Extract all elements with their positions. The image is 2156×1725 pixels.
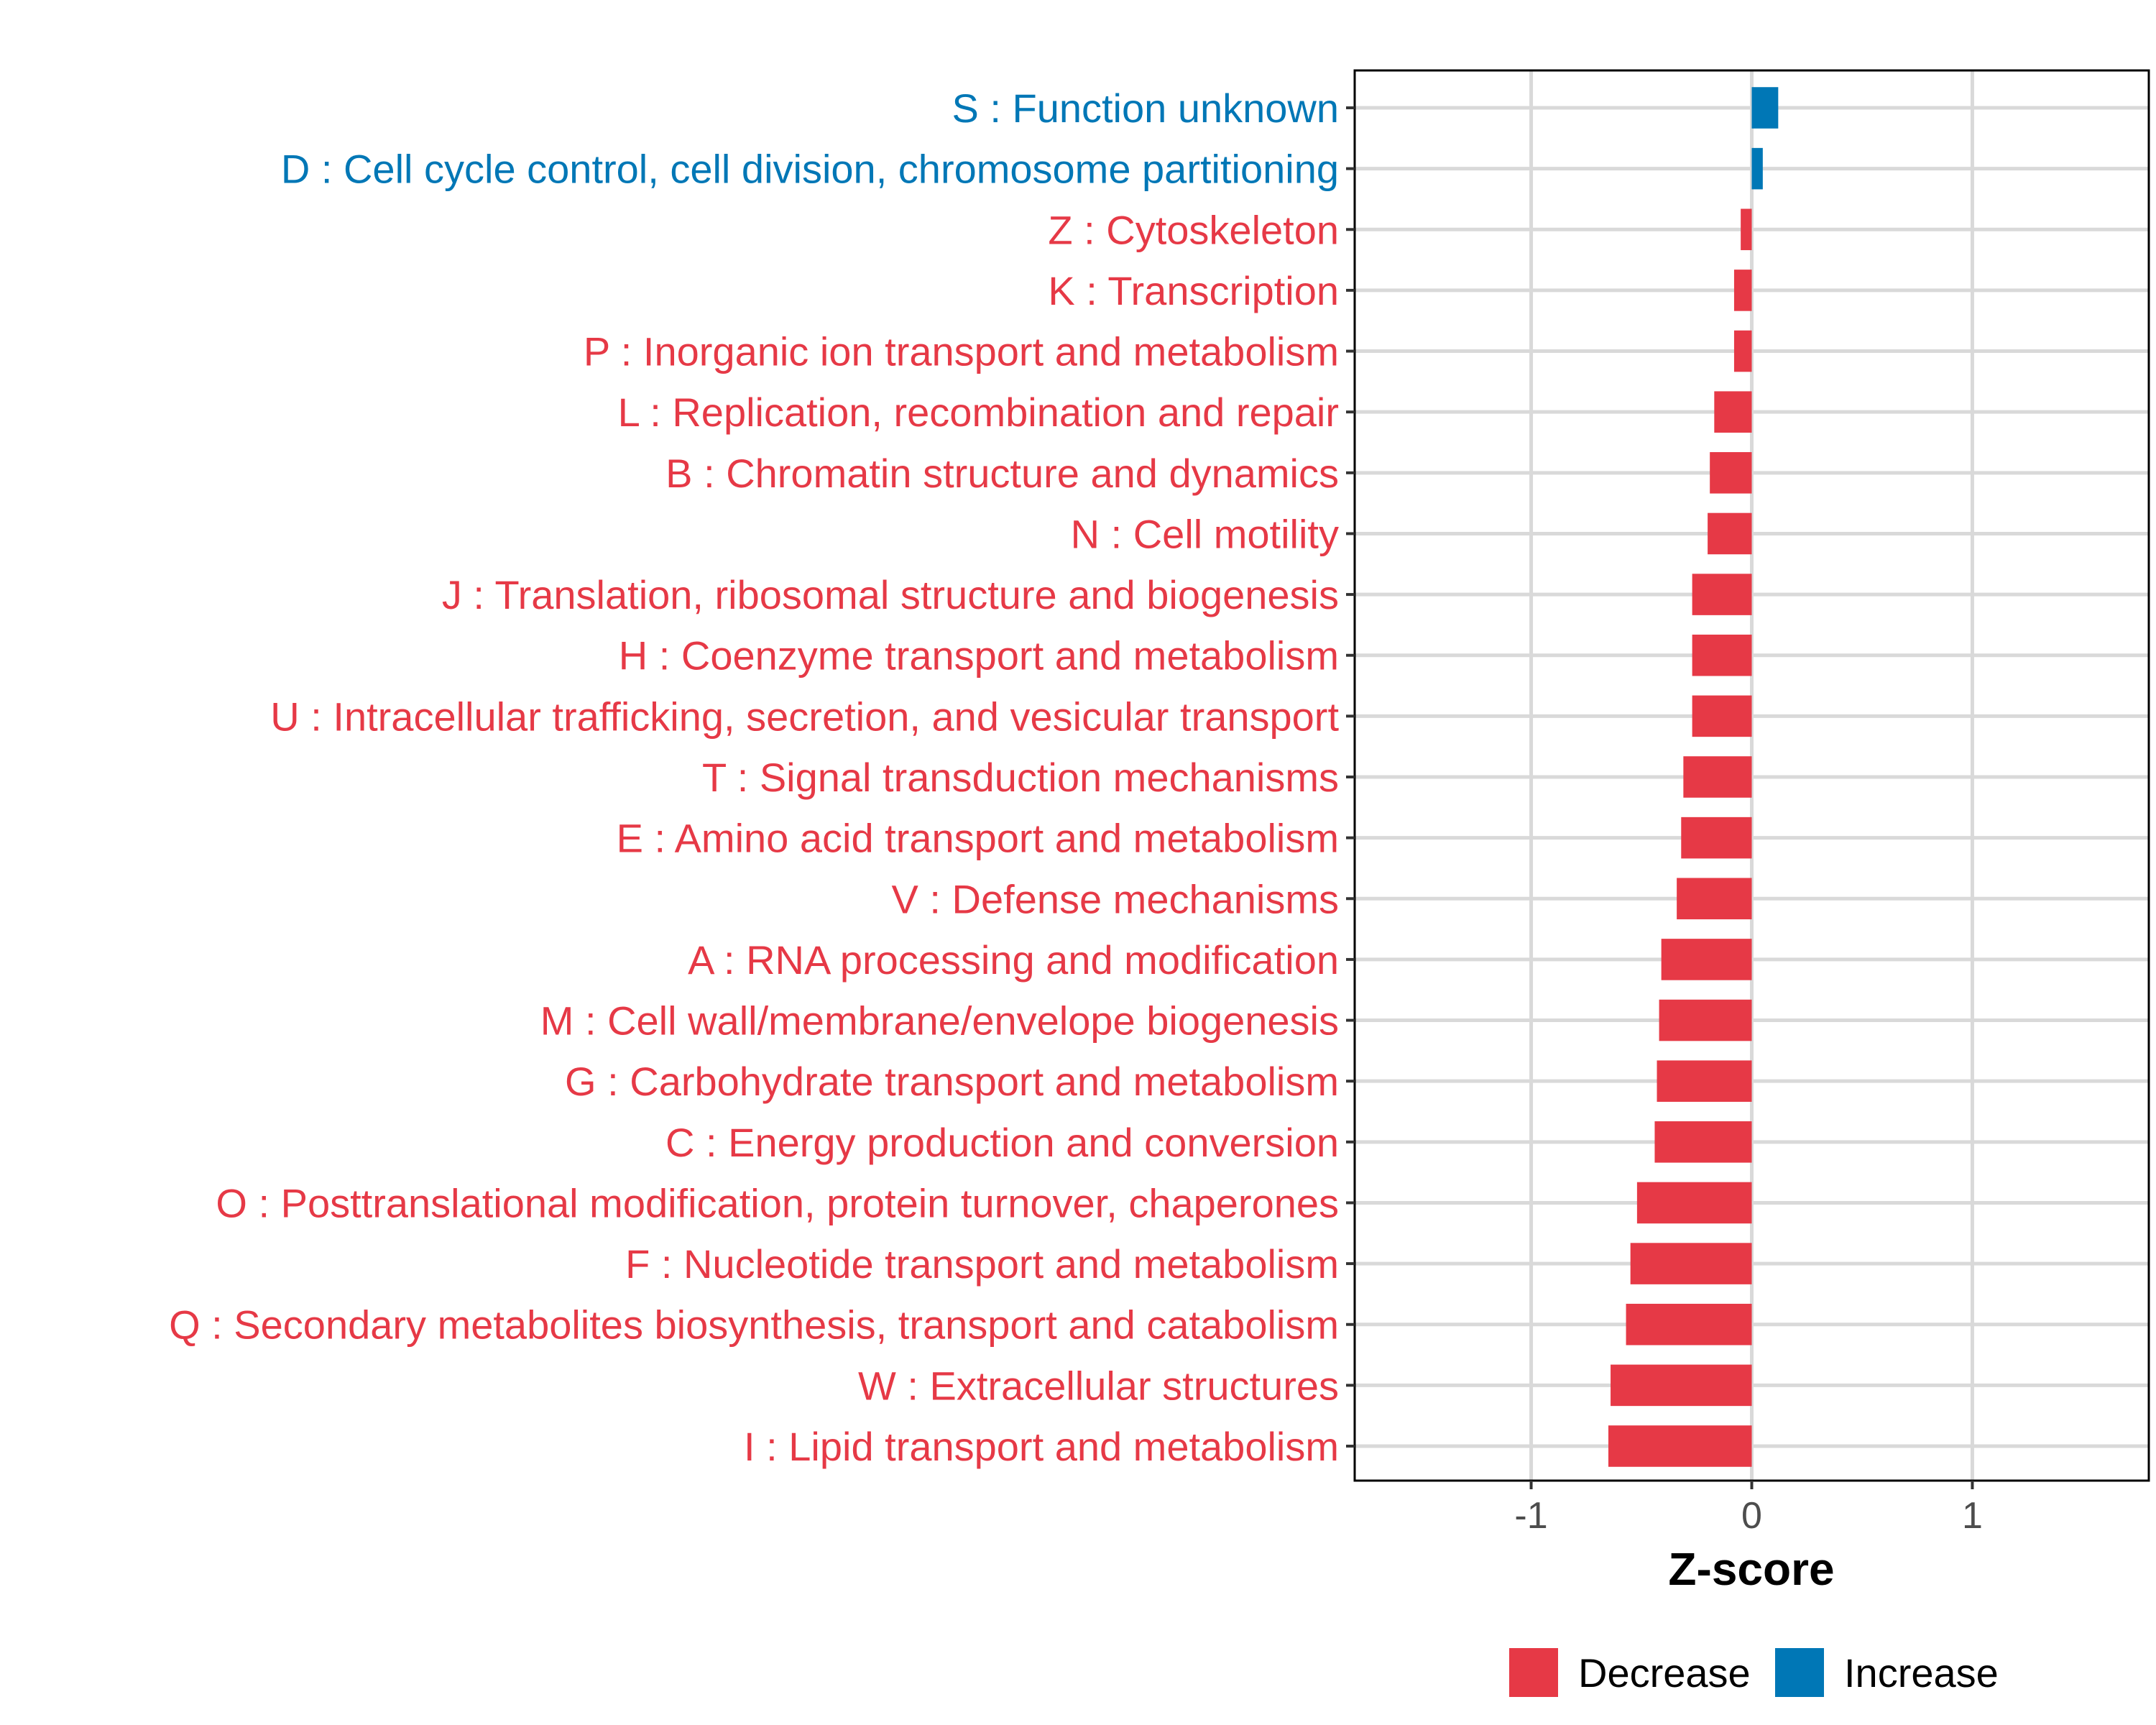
bar xyxy=(1677,878,1752,920)
x-tick-label: 1 xyxy=(1962,1495,1983,1537)
x-axis: -1 0 1 xyxy=(1514,1481,1983,1537)
bar xyxy=(1681,816,1752,859)
category-label: L : Replication, recombination and repai… xyxy=(618,390,1339,435)
x-tick-label: -1 xyxy=(1514,1495,1547,1537)
bar xyxy=(1608,1425,1752,1467)
category-label: B : Chromatin structure and dynamics xyxy=(665,451,1339,496)
bar xyxy=(1733,330,1752,372)
legend-item: Increase xyxy=(1775,1648,1999,1697)
bar-layer xyxy=(1608,87,1779,1467)
bar xyxy=(1636,1182,1752,1224)
bar xyxy=(1741,208,1752,251)
category-label: V : Defense mechanisms xyxy=(892,876,1339,921)
x-tick-label: 0 xyxy=(1741,1495,1762,1537)
category-label: K : Transcription xyxy=(1048,268,1339,313)
category-label: I : Lipid transport and metabolism xyxy=(744,1424,1339,1469)
bar xyxy=(1733,270,1752,311)
x-axis-title: Z-score xyxy=(1668,1543,1834,1595)
category-label: P : Inorganic ion transport and metaboli… xyxy=(584,329,1339,374)
bar xyxy=(1751,147,1763,190)
legend-item: Decrease xyxy=(1509,1648,1751,1697)
category-label: O : Posttranslational modification, prot… xyxy=(216,1180,1339,1225)
category-label: U : Intracellular trafficking, secretion… xyxy=(270,694,1339,739)
bar xyxy=(1611,1364,1752,1407)
bar xyxy=(1692,634,1752,676)
category-label: W : Extracellular structures xyxy=(858,1363,1339,1408)
bar xyxy=(1683,756,1752,798)
category-label: F : Nucleotide transport and metabolism xyxy=(625,1241,1339,1287)
legend-label: Increase xyxy=(1844,1650,1999,1696)
category-label: Z : Cytoskeleton xyxy=(1048,207,1339,252)
bar xyxy=(1710,452,1752,494)
bar xyxy=(1661,939,1752,980)
bar xyxy=(1708,512,1752,555)
category-label: D : Cell cycle control, cell division, c… xyxy=(281,147,1339,192)
legend-swatch xyxy=(1775,1648,1824,1697)
category-label: N : Cell motility xyxy=(1071,511,1339,556)
bar xyxy=(1751,87,1779,129)
bar xyxy=(1692,695,1752,737)
category-label: A : RNA processing and modification xyxy=(688,937,1339,983)
category-label: J : Translation, ribosomal structure and… xyxy=(442,572,1339,617)
category-label: C : Energy production and conversion xyxy=(665,1120,1339,1165)
category-label: G : Carbohydrate transport and metabolis… xyxy=(565,1059,1339,1104)
bar xyxy=(1630,1243,1752,1284)
category-label: M : Cell wall/membrane/envelope biogenes… xyxy=(540,998,1339,1044)
legend: Decrease Increase xyxy=(1509,1648,1999,1697)
bar xyxy=(1659,999,1752,1041)
bar xyxy=(1657,1060,1752,1102)
category-label: H : Coenzyme transport and metabolism xyxy=(619,633,1339,678)
bar xyxy=(1692,574,1752,615)
category-label: S : Function unknown xyxy=(952,86,1339,131)
category-label: T : Signal transduction mechanisms xyxy=(702,755,1339,800)
legend-swatch xyxy=(1509,1648,1558,1697)
bar xyxy=(1626,1303,1752,1346)
category-label: Q : Secondary metabolites biosynthesis, … xyxy=(169,1302,1339,1348)
bar xyxy=(1714,391,1752,433)
category-label-layer: S : Function unknown D : Cell cycle contr… xyxy=(169,86,1355,1469)
bar xyxy=(1654,1121,1752,1163)
category-label: E : Amino acid transport and metabolism xyxy=(617,816,1339,861)
legend-label: Decrease xyxy=(1578,1650,1751,1696)
